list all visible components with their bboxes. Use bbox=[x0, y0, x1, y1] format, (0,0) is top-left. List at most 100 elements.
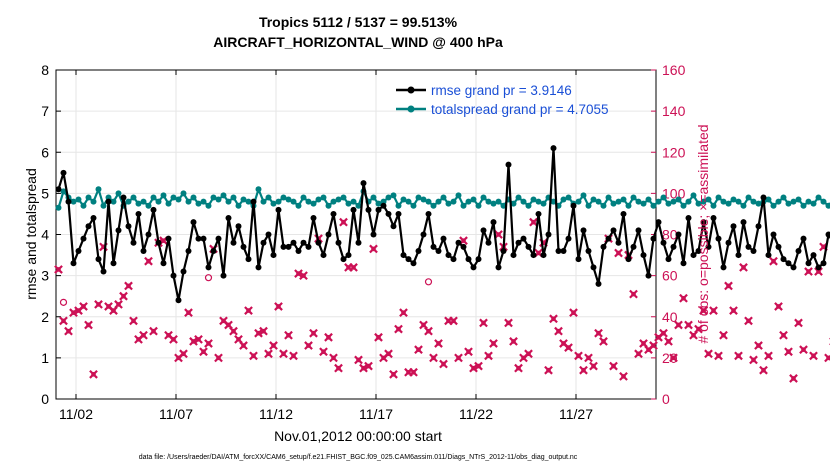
obs-assimilated-point bbox=[554, 326, 563, 336]
totalspread-point bbox=[715, 194, 722, 201]
totalspread-point bbox=[195, 200, 202, 207]
totalspread-point bbox=[785, 200, 792, 207]
obs-point-center bbox=[301, 273, 306, 278]
rmse-series bbox=[55, 145, 830, 304]
rmse-point bbox=[440, 235, 447, 242]
rmse-point bbox=[635, 227, 642, 234]
totalspread-point bbox=[580, 192, 587, 199]
rmse-point bbox=[60, 169, 67, 176]
obs-point-center bbox=[331, 355, 336, 361]
rmse-point bbox=[125, 223, 132, 230]
obs-point-center bbox=[376, 335, 381, 340]
obs-assimilated-point bbox=[259, 326, 268, 336]
totalspread-point bbox=[310, 200, 317, 207]
rmse-point bbox=[95, 256, 102, 263]
totalspread-point bbox=[255, 186, 262, 193]
obs-point-center bbox=[766, 353, 771, 359]
obs-point-center bbox=[246, 308, 251, 313]
obs-assimilated-point bbox=[759, 365, 768, 375]
totalspread-point bbox=[105, 194, 112, 201]
obs-assimilated-point bbox=[599, 337, 608, 346]
obs-assimilated-point bbox=[739, 263, 748, 272]
obs-assimilated-point bbox=[504, 318, 513, 328]
obs-assimilated-point bbox=[229, 326, 238, 336]
rmse-point bbox=[810, 252, 817, 259]
totalspread-point bbox=[345, 200, 352, 207]
totalspread-point bbox=[210, 194, 217, 201]
obs-assimilated-point bbox=[294, 269, 303, 278]
obs-point-center bbox=[776, 304, 781, 309]
rmse-point bbox=[245, 256, 252, 263]
rmse-point bbox=[765, 252, 772, 259]
obs-point-center bbox=[346, 265, 351, 270]
totalspread-point bbox=[750, 198, 757, 205]
totalspread-point bbox=[475, 202, 482, 209]
rmse-point bbox=[660, 239, 667, 246]
obs-point-center bbox=[691, 332, 696, 338]
obs-assimilated-point bbox=[144, 256, 153, 266]
totalspread-point bbox=[805, 198, 812, 205]
totalspread-point bbox=[325, 202, 332, 209]
rmse-point bbox=[670, 243, 677, 250]
obs-point-center bbox=[91, 372, 96, 377]
totalspread-point bbox=[795, 196, 802, 203]
obs-point-center bbox=[461, 238, 466, 243]
totalspread-point bbox=[455, 192, 462, 199]
obs-point-center bbox=[741, 265, 746, 270]
obs-assimilated-point bbox=[239, 341, 248, 350]
obs-point-center bbox=[86, 322, 91, 328]
obs-point-center bbox=[616, 250, 621, 256]
totalspread-point bbox=[400, 196, 407, 203]
obs-point-center bbox=[216, 355, 221, 361]
obs-point-center bbox=[286, 332, 291, 338]
obs-possible-point bbox=[424, 278, 433, 286]
obs-point-center bbox=[326, 335, 331, 340]
obs-point-center bbox=[196, 337, 201, 342]
totalspread-point bbox=[175, 196, 182, 203]
y-right-tick-label: 120 bbox=[662, 144, 686, 160]
obs-point-center bbox=[686, 322, 691, 328]
totalspread-point bbox=[435, 198, 442, 205]
y-left-tick-label: 7 bbox=[41, 103, 49, 119]
totalspread-point bbox=[440, 194, 447, 201]
obs-point-center bbox=[666, 339, 671, 344]
obs-point-center bbox=[451, 318, 456, 324]
rmse-point bbox=[415, 247, 422, 254]
obs-point-center bbox=[456, 355, 461, 361]
totalspread-point bbox=[705, 196, 712, 203]
obs-assimilated-point bbox=[694, 324, 703, 334]
obs-assimilated-point bbox=[809, 351, 818, 361]
rmse-point bbox=[665, 256, 672, 263]
rmse-point bbox=[695, 247, 702, 254]
obs-point-center bbox=[736, 353, 741, 359]
obs-point-center bbox=[706, 351, 711, 357]
obs-point-center bbox=[801, 347, 806, 352]
obs-point-center bbox=[441, 361, 446, 367]
obs-assimilated-point bbox=[129, 316, 138, 326]
totalspread-point bbox=[85, 194, 92, 201]
rmse-point bbox=[795, 247, 802, 254]
obs-assimilated-point bbox=[784, 347, 793, 357]
x-tick-label: 11/22 bbox=[459, 406, 493, 422]
rmse-point bbox=[700, 219, 707, 226]
y-left-tick-label: 3 bbox=[41, 268, 49, 284]
rmse-point bbox=[140, 247, 147, 254]
rmse-point bbox=[265, 231, 272, 238]
obs-point-center bbox=[771, 258, 776, 264]
totalspread-point bbox=[330, 198, 337, 205]
rmse-point bbox=[675, 231, 682, 238]
obs-assimilated-point bbox=[364, 361, 373, 371]
obs-point-center bbox=[231, 328, 236, 334]
totalspread-point bbox=[415, 194, 422, 201]
obs-point-center bbox=[281, 351, 286, 357]
rmse-point bbox=[105, 198, 112, 205]
rmse-point bbox=[455, 239, 462, 246]
totalspread-point bbox=[485, 198, 492, 205]
totalspread-point bbox=[135, 200, 142, 207]
obs-assimilated-point bbox=[244, 306, 253, 315]
totalspread-point bbox=[755, 200, 762, 207]
obs-point-center bbox=[201, 349, 206, 355]
totalspread-point bbox=[215, 196, 222, 203]
rmse-point bbox=[495, 264, 502, 271]
obs-assimilated-point bbox=[714, 351, 723, 361]
